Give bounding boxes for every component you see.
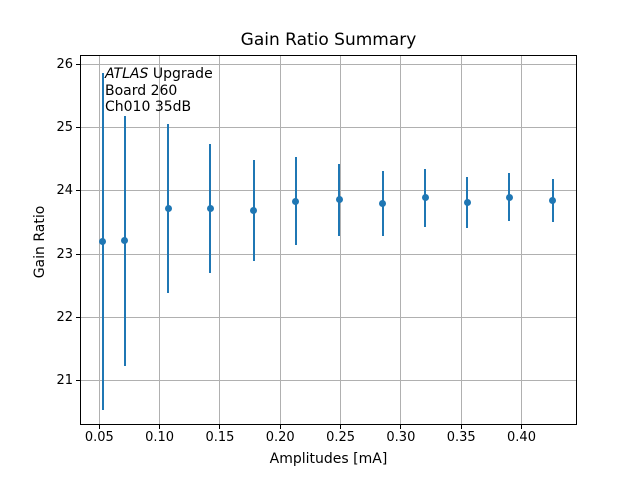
data-point-marker <box>549 196 557 204</box>
y-tick-label: 26 <box>56 56 73 72</box>
annotation-line-3: Ch010 35dB <box>105 99 192 116</box>
data-point-marker <box>292 197 300 205</box>
data-point-marker <box>421 194 429 202</box>
grid-line-vertical <box>460 56 462 424</box>
grid-line-horizontal <box>81 190 576 192</box>
grid-line-horizontal <box>81 316 576 318</box>
x-tick-label: 0.15 <box>205 430 235 445</box>
y-tick-label: 24 <box>56 183 73 199</box>
annotation-experiment-name: ATLAS <box>105 66 149 82</box>
y-tick <box>76 316 80 318</box>
x-tick <box>279 425 281 429</box>
x-tick-label: 0.35 <box>446 430 476 445</box>
grid-line-horizontal <box>81 63 576 65</box>
annotation: ATLAS Upgrade Board 260 Ch010 35dB <box>105 66 213 116</box>
y-tick <box>76 127 80 129</box>
y-tick <box>76 253 80 255</box>
x-tick <box>98 425 100 429</box>
y-tick-label: 21 <box>56 373 73 389</box>
y-tick-label: 23 <box>56 246 73 262</box>
annotation-line-2: Board 260 <box>105 82 178 99</box>
annotation-line-1: ATLAS Upgrade <box>105 66 213 83</box>
x-tick-label: 0.40 <box>507 430 536 445</box>
plot-area <box>80 55 577 425</box>
x-tick <box>219 425 221 429</box>
data-point-marker <box>99 238 107 246</box>
grid-line-vertical <box>521 56 522 424</box>
grid-line-horizontal <box>81 380 576 382</box>
y-tick <box>76 190 80 192</box>
x-tick <box>460 425 462 429</box>
data-point-marker <box>164 205 172 213</box>
annotation-upgrade-text: Upgrade <box>148 66 213 82</box>
x-tick <box>340 425 342 429</box>
x-tick-label: 0.20 <box>265 430 295 445</box>
grid-line-vertical <box>279 56 281 424</box>
x-tick <box>521 425 522 429</box>
data-point-marker <box>463 198 471 206</box>
y-tick <box>76 380 80 382</box>
data-point-marker <box>206 204 214 212</box>
x-tick-label: 0.10 <box>145 430 175 445</box>
x-tick-label: 0.25 <box>326 430 356 445</box>
grid-line-vertical <box>400 56 402 424</box>
y-tick-label: 22 <box>56 309 73 325</box>
data-point-marker <box>250 207 258 215</box>
grid-line-horizontal <box>81 127 576 129</box>
grid-line-horizontal <box>81 253 576 255</box>
data-point-marker <box>335 196 343 204</box>
data-point-marker <box>505 193 513 201</box>
data-point-marker <box>121 237 129 245</box>
y-tick <box>76 63 80 65</box>
data-point-marker <box>379 200 387 208</box>
grid-line-vertical <box>159 56 161 424</box>
x-tick-label: 0.30 <box>386 430 416 445</box>
x-tick <box>159 425 161 429</box>
x-tick <box>400 425 402 429</box>
x-tick-label: 0.05 <box>84 430 114 445</box>
grid-line-vertical <box>219 56 221 424</box>
chart-title: Gain Ratio Summary <box>240 30 417 50</box>
x-axis-label: Amplitudes [mA] <box>269 451 388 467</box>
y-tick-label: 25 <box>56 120 73 136</box>
grid-line-vertical <box>340 56 342 424</box>
grid-line-vertical <box>98 56 100 424</box>
